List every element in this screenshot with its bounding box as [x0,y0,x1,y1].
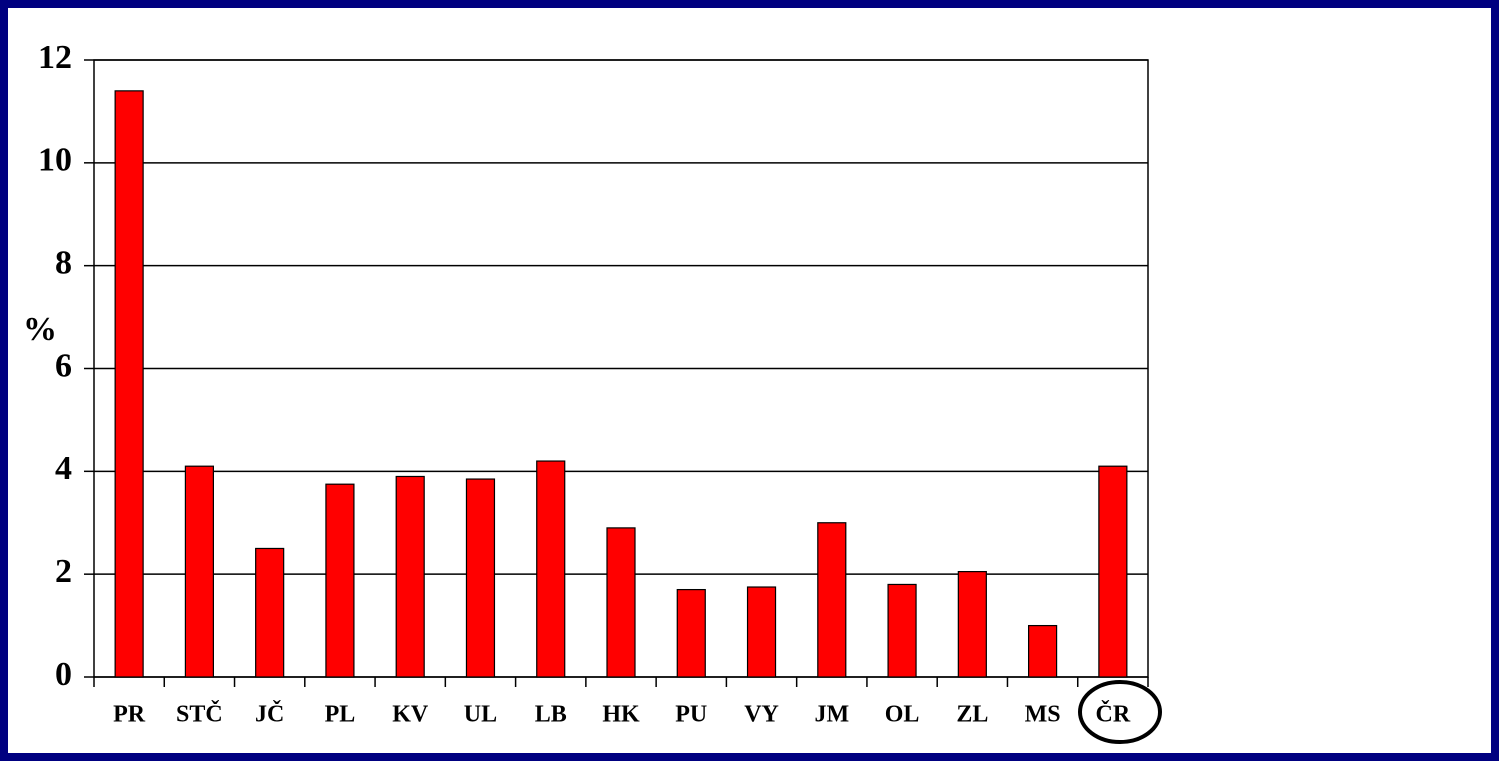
highlight-circle [1078,680,1162,744]
x-tick-label: HK [602,702,640,728]
x-tick-label: JM [814,702,849,728]
y-tick-label: 4 [55,450,72,487]
bar [817,522,847,678]
x-tick-label: VY [744,702,779,728]
bar [465,478,496,678]
bar [114,90,144,678]
bar [1098,465,1128,678]
bar [746,586,777,678]
y-tick-label: 12 [38,39,72,76]
bar [255,547,285,678]
x-tick-label: STČ [176,701,223,728]
x-tick-label: MS [1025,702,1061,728]
x-tick-label: PL [325,702,356,728]
x-tick-label: OL [885,702,920,728]
bar [1027,624,1058,678]
bar [957,570,987,678]
x-tick-label: KV [392,702,429,728]
bar [395,475,425,678]
x-tick-label: ZL [956,702,988,728]
y-tick-label: 6 [55,347,72,384]
y-tick-label: 8 [55,244,72,281]
bar [676,588,706,678]
y-tick-label: 0 [55,656,72,693]
x-tick-label: PU [675,702,707,728]
bar [536,460,566,678]
x-tick-label: LB [535,702,567,728]
bar [325,483,355,678]
bar [184,465,214,678]
y-axis-label: % [23,311,57,348]
y-tick-label: 2 [55,553,72,590]
bar [887,583,917,678]
x-tick-label: PR [113,702,146,728]
x-tick-label: ČR [1096,701,1131,728]
bar [606,527,636,678]
x-tick-label: UL [464,702,497,728]
x-tick-label: JČ [255,701,284,728]
y-tick-label: 10 [38,142,72,179]
